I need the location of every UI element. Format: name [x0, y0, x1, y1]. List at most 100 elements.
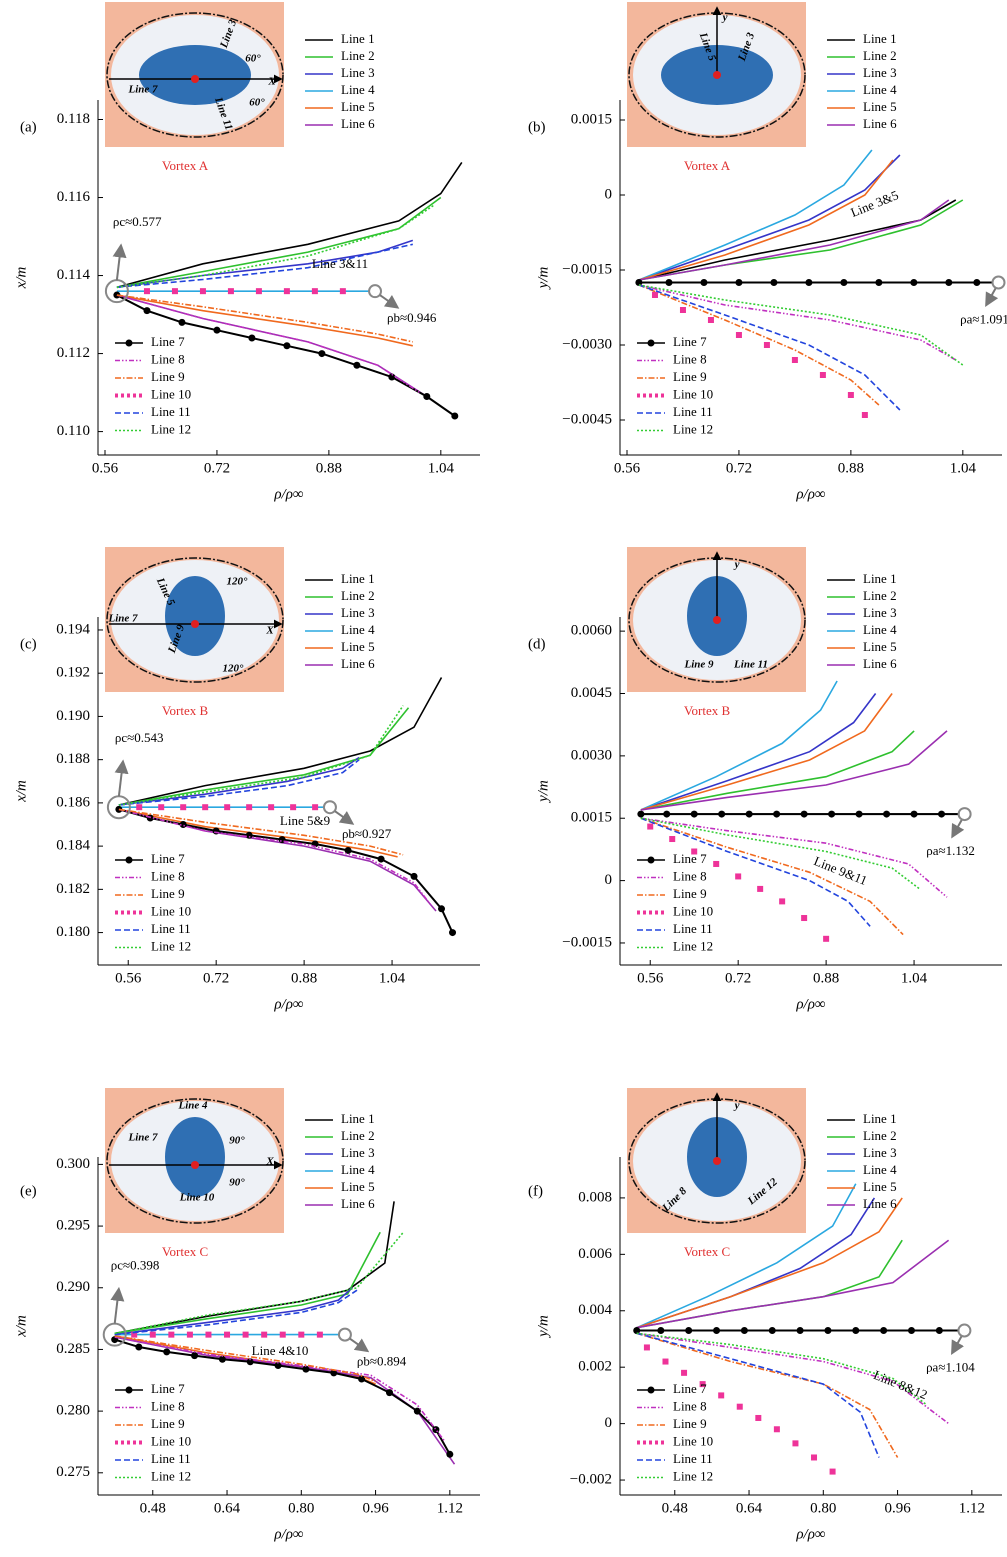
point [377, 855, 385, 863]
series-line [114, 1287, 353, 1336]
inset-label: Line 9 [683, 659, 714, 671]
point [202, 804, 209, 811]
x-tick-label: 0.88 [838, 460, 864, 476]
series-line [640, 817, 871, 927]
y-tick-label: 0 [605, 872, 613, 888]
x-tick-label: 0.72 [203, 970, 229, 986]
point [135, 1343, 143, 1351]
point [792, 1440, 799, 1447]
rho-c-label: ρc≈0.543 [115, 730, 164, 745]
y-tick-label: 0.188 [56, 751, 90, 767]
series-line [640, 730, 948, 811]
point [805, 279, 813, 286]
series-line [638, 149, 873, 281]
point [855, 810, 863, 818]
y-tick-label: −0.0015 [562, 934, 612, 950]
point [274, 1361, 282, 1369]
series-line [638, 154, 901, 281]
point [740, 1327, 748, 1335]
series-line [636, 1183, 857, 1329]
x-tick-label: 0.56 [614, 460, 641, 476]
rho-b-label: ρb≈0.927 [342, 826, 392, 841]
point [735, 279, 743, 286]
series-line [118, 707, 410, 806]
panel-label: (c) [20, 636, 37, 652]
legend-label: Line 12 [151, 938, 191, 953]
legend-label: Line 12 [673, 1468, 713, 1483]
series-line [638, 284, 957, 361]
inset-center [191, 1161, 199, 1169]
legend-label: Line 3 [341, 1145, 375, 1160]
inset-label: 60° [249, 97, 265, 109]
legend-label: Line 11 [673, 921, 713, 936]
pair-label: Line 8&12 [871, 1367, 929, 1402]
x-tick-label: 0.88 [813, 970, 839, 986]
point [131, 1331, 138, 1338]
x-tick-label: 1.04 [379, 970, 406, 986]
series-line [114, 1335, 376, 1383]
point [168, 1331, 175, 1338]
point [255, 288, 262, 295]
point [691, 848, 698, 855]
inset-label: Line 7 [107, 613, 138, 625]
point [224, 804, 231, 811]
x-tick-label: 0.64 [736, 1500, 763, 1516]
legend-marker [647, 1386, 655, 1394]
point [227, 288, 234, 295]
y-axis-label: x/m [13, 267, 29, 290]
legend-marker [647, 856, 655, 864]
rho-c-label: ρc≈0.398 [111, 1258, 160, 1273]
vortex-boundary [106, 557, 284, 683]
y-tick-label: 0.192 [56, 665, 90, 681]
point [312, 804, 319, 811]
inset-center [191, 620, 199, 628]
legend-label: Line 4 [341, 622, 375, 637]
point [910, 279, 918, 286]
series-line [640, 817, 904, 936]
legend-label: Line 1 [341, 571, 375, 586]
series-line [118, 808, 432, 905]
point [637, 810, 645, 818]
rho-c-label: ρc≈0.577 [113, 214, 162, 229]
y-tick-label: 0.112 [57, 345, 90, 361]
rho-a-label: ρa≈1.132 [926, 843, 975, 858]
y-tick-label: 0.008 [578, 1189, 612, 1205]
legend-label: Line 8 [151, 351, 185, 366]
series-line [114, 1231, 405, 1335]
pair-label: Line 3&5 [848, 187, 900, 220]
legend-label: Line 10 [673, 1433, 713, 1448]
legend-label: Line 9 [151, 886, 185, 901]
legend-label: Line 3 [863, 605, 897, 620]
end-arrow [334, 810, 355, 825]
y-tick-label: 0.290 [56, 1279, 90, 1295]
x-tick-label: 0.72 [725, 970, 751, 986]
point [800, 810, 808, 818]
legend-label: Line 8 [673, 351, 707, 366]
x-tick-label: 0.48 [140, 1500, 166, 1516]
series-line [640, 693, 893, 811]
legend-label: Line 2 [341, 48, 375, 63]
panel-label: (a) [20, 119, 37, 135]
y-tick-label: 0.180 [56, 924, 90, 940]
legend-label: Line 9 [151, 369, 185, 384]
series-line [638, 159, 894, 281]
end-marker [368, 284, 383, 299]
pair-label: Line 4&10 [252, 1343, 309, 1358]
pair-label: Line 9&11 [812, 853, 870, 888]
y-tick-label: 0.190 [56, 708, 90, 724]
legend-label: Line 6 [863, 656, 897, 671]
point [755, 1414, 762, 1421]
series-line [636, 1239, 950, 1329]
series-line [640, 693, 877, 811]
point [796, 1327, 804, 1335]
inset-label: Line 4 [177, 1100, 208, 1112]
y-tick-label: 0.280 [56, 1403, 90, 1419]
point [681, 1369, 688, 1376]
point [811, 1454, 818, 1461]
legend-label: Line 11 [673, 404, 713, 419]
y-tick-label: 0.118 [57, 111, 90, 127]
legend-label: Line 11 [151, 1451, 191, 1466]
point [828, 810, 836, 818]
legend-label: Line 6 [341, 116, 375, 131]
end-marker [322, 800, 337, 815]
